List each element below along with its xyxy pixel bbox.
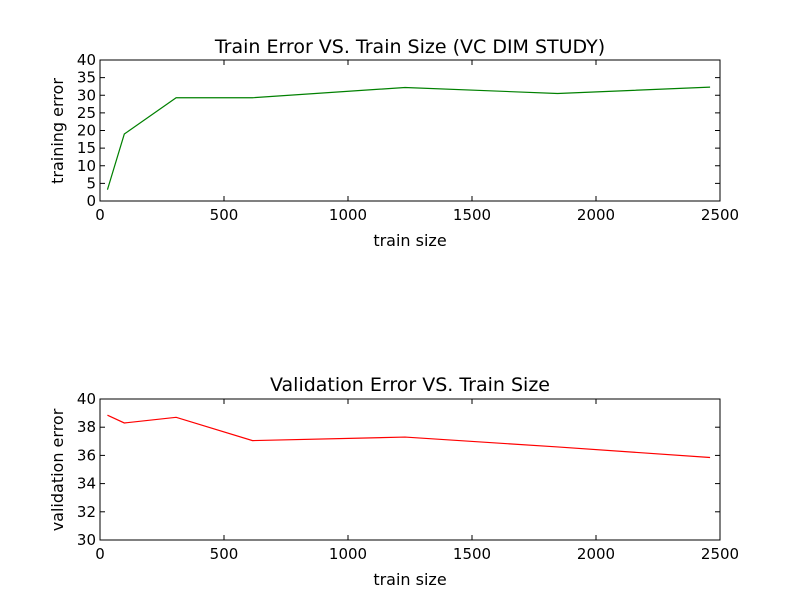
x-axis-label: train size — [373, 570, 446, 589]
x-tick-label: 500 — [210, 206, 239, 224]
training-error-plot: Train Error VS. Train Size (VC DIM STUDY… — [48, 36, 739, 250]
y-tick-label: 30 — [77, 86, 96, 104]
series-line — [107, 414, 711, 459]
y-tick-label: 25 — [77, 104, 96, 122]
y-tick-label: 5 — [86, 174, 96, 192]
y-axis-label: validation error — [48, 408, 67, 531]
series-layer — [107, 414, 711, 459]
x-tick-label: 1500 — [453, 545, 491, 563]
y-tick-label: 40 — [77, 390, 96, 408]
x-tick-label: 2000 — [577, 206, 615, 224]
y-tick-label: 20 — [77, 122, 96, 140]
chart-title: Train Error VS. Train Size (VC DIM STUDY… — [214, 36, 605, 58]
x-tick-label: 1500 — [453, 206, 491, 224]
y-axis-ticks: 30 32 34 36 38 40 — [77, 390, 720, 549]
x-tick-label: 2000 — [577, 545, 615, 563]
plot-frame — [99, 398, 721, 541]
y-tick-label: 0 — [86, 192, 96, 210]
x-tick-label: 0 — [95, 206, 105, 224]
x-axis-ticks: 0 500 1000 1500 2000 2500 — [95, 399, 739, 563]
y-tick-label: 36 — [77, 446, 96, 464]
y-tick-label: 15 — [77, 139, 96, 157]
chart-title: Validation Error VS. Train Size — [270, 374, 550, 396]
x-tick-label: 2500 — [701, 545, 739, 563]
y-tick-label: 34 — [77, 475, 96, 493]
x-tick-label: 0 — [95, 545, 105, 563]
y-tick-label: 40 — [77, 51, 96, 69]
x-tick-label: 2500 — [701, 206, 739, 224]
plot-frame — [99, 59, 721, 202]
series-line — [106, 86, 711, 190]
series-layer — [106, 86, 711, 190]
y-tick-label: 30 — [77, 531, 96, 549]
x-tick-label: 500 — [210, 545, 239, 563]
y-tick-label: 32 — [77, 503, 96, 521]
y-tick-label: 35 — [77, 69, 96, 87]
y-axis-label: training error — [48, 78, 67, 184]
x-tick-label: 1000 — [329, 206, 367, 224]
x-tick-label: 1000 — [329, 545, 367, 563]
x-axis-label: train size — [373, 231, 446, 250]
x-axis-ticks: 0 500 1000 1500 2000 2500 — [95, 60, 739, 224]
y-tick-label: 38 — [77, 418, 96, 436]
validation-error-plot: Validation Error VS. Train Size 30 32 34 36… — [48, 374, 739, 589]
y-tick-label: 10 — [77, 157, 96, 175]
